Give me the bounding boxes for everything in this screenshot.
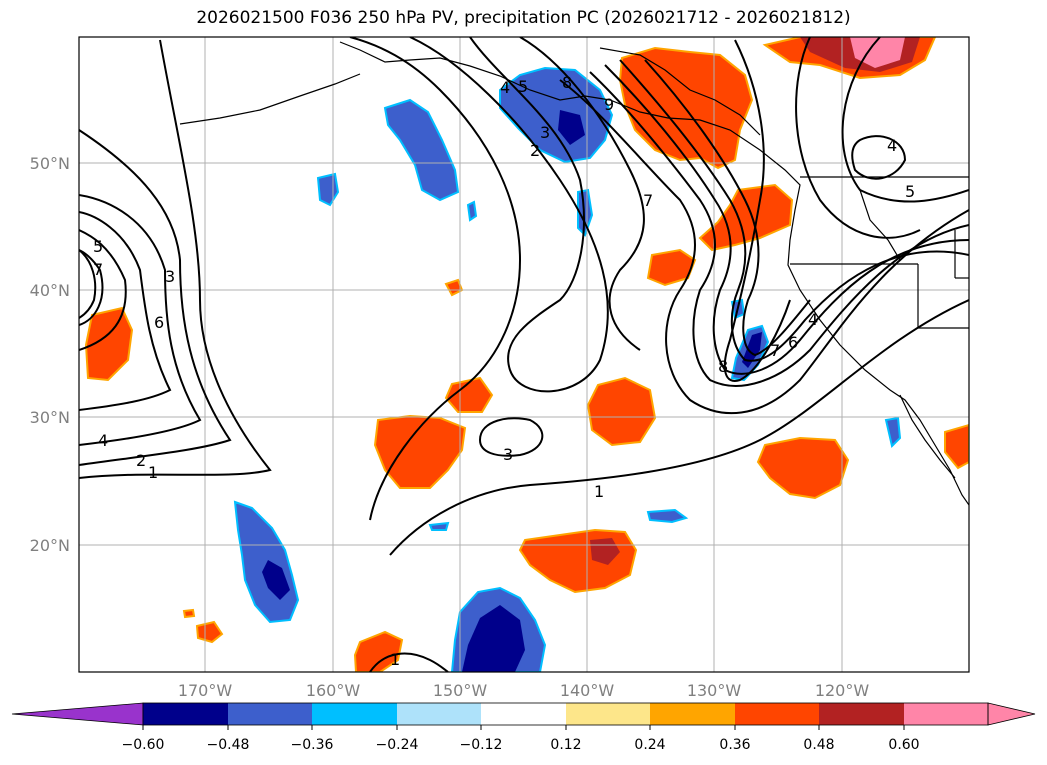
- colorbar-tick-label: 0.48: [803, 737, 834, 753]
- colorbar-bin: [312, 703, 397, 725]
- colorbar-bin: [143, 703, 228, 725]
- colorbar-tick-label: −0.24: [376, 737, 419, 753]
- contour-label: 4: [98, 431, 108, 450]
- colorbar-tick-label: 0.12: [550, 737, 581, 753]
- lon-label-160w: 160°W: [306, 681, 361, 700]
- precip-blob-tiny-1: [195, 620, 224, 644]
- lat-label-30n: 30°N: [30, 408, 70, 427]
- lat-label-20n: 20°N: [30, 536, 70, 555]
- precip-blob-south-west: [353, 630, 404, 672]
- coastlines: [179, 41, 969, 506]
- precip-neg-small-46n: [466, 200, 478, 222]
- precip-neg-south-center-core: [462, 605, 525, 672]
- colorbar-tick-label: 0.60: [888, 737, 919, 753]
- map-title: 2026021500 F036 250 hPa PV, precipitatio…: [196, 8, 851, 28]
- precip-blob-26n-coast: [756, 436, 850, 500]
- precip-negative-fields: [233, 66, 902, 672]
- precip-neg-gulf-core: [558, 110, 585, 145]
- lat-label-40n: 40°N: [30, 281, 70, 300]
- precip-blob-baja: [944, 423, 969, 470]
- colorbar-bin: [397, 703, 481, 725]
- contour-label: 5: [93, 237, 103, 256]
- contour-label: 6: [788, 333, 798, 352]
- contour-label: 4: [808, 310, 818, 329]
- lon-label-150w: 150°W: [433, 681, 488, 700]
- colorbar-bin: [735, 703, 819, 725]
- pv-contours: [79, 37, 969, 672]
- contour-label: 7: [643, 191, 653, 210]
- contour-label: 2: [136, 451, 146, 470]
- contour-label: 1: [148, 463, 158, 482]
- precip-blob-30n-mid: [444, 376, 494, 413]
- colorbar-bin: [819, 703, 904, 725]
- contour-label: 2: [530, 141, 540, 160]
- latitude-labels: 50°N 40°N 30°N 20°N: [30, 154, 70, 555]
- colorbar-bin: [228, 703, 312, 725]
- colorbar-bin: [650, 703, 735, 725]
- lon-label-170w: 170°W: [178, 681, 233, 700]
- precip-blob-31n-east: [586, 376, 657, 447]
- colorbar-extend-high: [987, 702, 1036, 726]
- contour-label: 5: [518, 77, 528, 96]
- precip-neg-20n-west-core: [262, 560, 290, 600]
- colorbar-tick-label: −0.60: [122, 737, 165, 753]
- contour-label: 7: [93, 260, 103, 279]
- contour-label: 1: [390, 650, 400, 669]
- lon-label-130w: 130°W: [687, 681, 742, 700]
- colorbar-bin: [481, 703, 566, 725]
- map-frame: [78, 36, 970, 673]
- contour-label: 3: [503, 445, 513, 464]
- contour-label: 4: [887, 136, 897, 155]
- colorbar-tick-label: −0.12: [460, 737, 503, 753]
- precip-blob-oregon: [698, 183, 794, 252]
- colorbar-tick-label: −0.36: [291, 737, 334, 753]
- contour-label: 7: [770, 341, 780, 360]
- colorbar-tick-label: 0.36: [719, 737, 750, 753]
- contour-labels: 5 7 3 6 4 2 1 4 5 8 9 3 2 7 8 7 6 4 3 1 …: [93, 73, 915, 669]
- precip-positive-fields: [84, 37, 969, 672]
- precip-neg-gulf-alaska: [499, 66, 614, 164]
- colorbar-bin: [904, 703, 988, 725]
- contour-label: 8: [718, 357, 728, 376]
- lat-label-50n: 50°N: [30, 154, 70, 173]
- precip-neg-small-47n: [577, 188, 594, 237]
- precip-blob-tiny-2: [182, 608, 196, 619]
- contour-label: 5: [905, 182, 915, 201]
- lon-label-140w: 140°W: [560, 681, 615, 700]
- precip-neg-35n-core: [742, 332, 762, 368]
- colorbar-tick-label: 0.24: [634, 737, 665, 753]
- contour-label: 3: [165, 267, 175, 286]
- contour-label: 8: [562, 73, 572, 92]
- precip-neg-small-22n: [428, 521, 450, 531]
- contour-label: 6: [154, 313, 164, 332]
- colorbar-bin: [566, 703, 650, 725]
- precip-neg-small-28n: [884, 416, 902, 448]
- graticule: [79, 37, 969, 672]
- contour-label: 4: [500, 78, 510, 97]
- colorbar: −0.60 −0.48 −0.36 −0.24 −0.12 0.12 0.24 …: [11, 702, 1036, 753]
- contour-label: 9: [604, 95, 614, 114]
- precip-neg-50n-west: [383, 98, 460, 202]
- colorbar-tick-label: −0.48: [207, 737, 250, 753]
- lon-label-120w: 120°W: [815, 681, 870, 700]
- longitude-labels: 170°W 160°W 150°W 140°W 130°W 120°W: [178, 681, 870, 700]
- colorbar-extend-low: [11, 702, 144, 726]
- contour-label: 3: [540, 123, 550, 142]
- precip-neg-22n: [646, 508, 689, 524]
- contour-label: 1: [594, 482, 604, 501]
